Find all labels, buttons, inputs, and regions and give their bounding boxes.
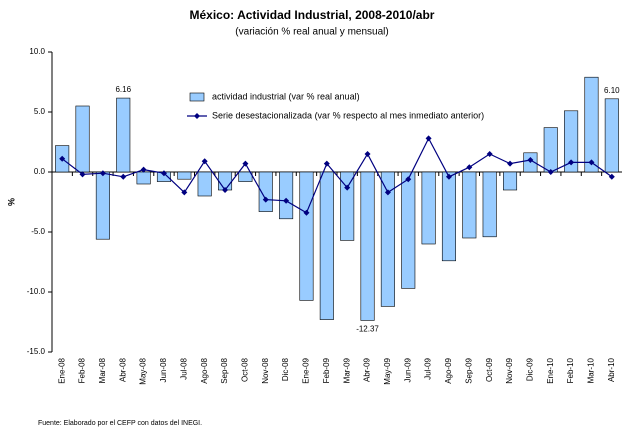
x-tick-label: Sep-09 (464, 357, 473, 383)
bar (340, 171, 355, 241)
point (323, 160, 330, 167)
x-tick-label: Mar-09 (342, 357, 351, 383)
x-tick-label: Feb-08 (78, 357, 87, 383)
bar (177, 171, 192, 180)
bar (421, 171, 436, 245)
point (201, 158, 208, 165)
point (608, 173, 615, 180)
point (181, 189, 188, 196)
y-axis-label: % (6, 198, 16, 206)
bar (238, 171, 253, 182)
point (445, 173, 452, 180)
point (303, 209, 310, 216)
x-tick-label: Jun-08 (159, 357, 168, 382)
y-tick-label: -5.0 (31, 227, 45, 236)
point (79, 171, 86, 178)
x-tick-label: Ene-09 (302, 357, 311, 383)
point (527, 157, 534, 163)
point (160, 170, 167, 177)
point (568, 159, 575, 166)
legend-swatch (189, 92, 205, 102)
bar (299, 171, 314, 301)
point (507, 160, 514, 167)
bar (482, 171, 497, 238)
bar (136, 171, 151, 185)
point (466, 164, 473, 171)
legend-label: actividad industrial (var % real anual) (212, 91, 360, 101)
bar (197, 171, 212, 197)
x-tick-label: Sep-08 (220, 357, 229, 383)
x-tick-label: Abr-09 (363, 357, 372, 382)
x-tick-label: Dic-09 (526, 357, 535, 381)
x-tick-label: Feb-10 (566, 357, 575, 383)
x-tick-label: Feb-09 (322, 357, 331, 383)
bar (360, 171, 375, 321)
bar (462, 171, 477, 239)
y-tick-label: 0.0 (34, 167, 46, 176)
bar (604, 98, 619, 173)
line (61, 137, 613, 214)
y-tick-label: -10.0 (27, 287, 46, 296)
point (59, 155, 66, 162)
bar (95, 171, 110, 240)
bar (319, 171, 334, 320)
point (384, 189, 391, 196)
x-tick-label: Mar-08 (98, 357, 107, 383)
chart-subtitle: (variación % real anual y mensual) (235, 27, 388, 38)
x-tick-label: Ago-08 (200, 357, 209, 383)
bar (441, 171, 456, 262)
bar (279, 171, 294, 220)
bar (584, 76, 599, 173)
data-label: 6.16 (115, 85, 131, 94)
x-tick-label: Nov-08 (261, 357, 270, 383)
y-tick-label: 10.0 (29, 47, 45, 56)
point (486, 151, 493, 157)
bar (258, 171, 273, 212)
x-tick-label: Ene-08 (57, 357, 66, 383)
point (222, 187, 229, 193)
bar (564, 110, 579, 173)
point (283, 197, 290, 204)
bar (116, 97, 131, 173)
point (425, 135, 432, 142)
x-tick-label: Mar-10 (587, 357, 596, 383)
bar (543, 127, 558, 173)
bar (401, 171, 416, 289)
legend-label: Serie desestacionalizada (var % respecto… (212, 110, 484, 120)
point (344, 184, 351, 191)
data-label: 6.10 (604, 86, 620, 95)
y-tick-label: 5.0 (34, 107, 46, 116)
x-tick-label: Jul-08 (179, 357, 188, 379)
source-note: Fuente: Elaborado por el CEFP con datos … (38, 420, 202, 427)
x-tick-label: Ene-10 (546, 357, 555, 383)
chart-title: México: Actividad Industrial, 2008-2010/… (190, 8, 435, 22)
point (364, 151, 371, 157)
bar (380, 171, 395, 307)
x-tick-label: Ago-09 (444, 357, 453, 383)
point (99, 170, 106, 177)
point (405, 176, 412, 183)
y-tick-label: -15.0 (27, 347, 46, 356)
data-label: -12.37 (356, 325, 379, 334)
x-tick-label: Jun-09 (403, 357, 412, 382)
point (242, 160, 249, 167)
legend-marker (194, 113, 200, 119)
x-tick-label: Dic-08 (281, 357, 290, 381)
x-tick-label: May-09 (383, 357, 392, 384)
x-tick-label: Nov-09 (505, 357, 514, 383)
point (120, 173, 127, 180)
x-tick-label: Oct-09 (485, 357, 494, 382)
point (140, 166, 147, 173)
x-tick-label: Abr-08 (118, 357, 127, 382)
bar (503, 171, 518, 191)
point (547, 169, 554, 175)
point (262, 196, 269, 203)
x-tick-label: Abr-10 (607, 357, 616, 382)
x-tick-label: May-08 (139, 357, 148, 384)
bar (75, 105, 90, 173)
x-tick-label: Oct-08 (241, 357, 250, 382)
point (588, 159, 595, 166)
x-tick-label: Jul-09 (424, 357, 433, 379)
